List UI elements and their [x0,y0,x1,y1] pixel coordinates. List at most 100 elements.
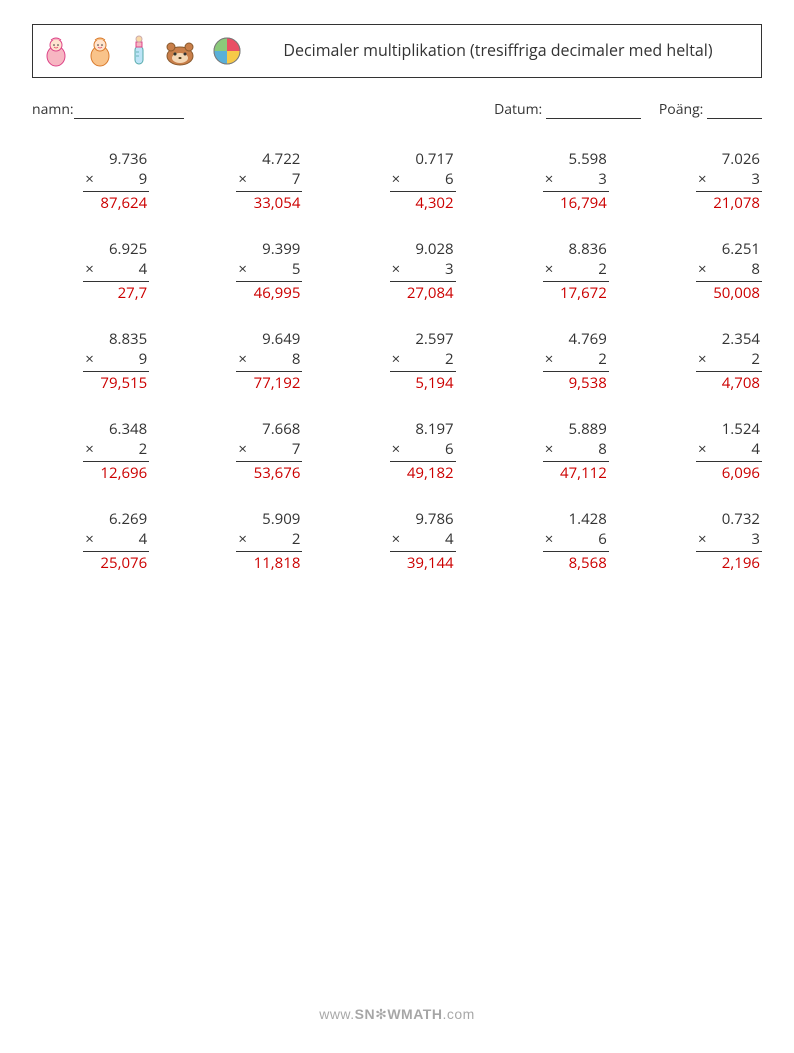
multiplicand: 2.597 [390,329,456,349]
multiplier-row: ×7 [236,439,302,462]
multiplier: 6 [445,439,454,459]
problem: 6.251×850,008 [645,239,762,303]
multiplier: 9 [139,349,148,369]
multiplier: 3 [598,169,607,189]
problem: 6.348×212,696 [32,419,149,483]
multiplier: 9 [139,169,148,189]
problem: 9.786×439,144 [338,509,455,573]
worksheet-page: Decimaler multiplikation (tresiffriga de… [0,0,794,597]
multiply-sign: × [392,259,401,279]
multiply-sign: × [698,439,707,459]
multiplicand: 9.649 [236,329,302,349]
multiplicand: 9.028 [390,239,456,259]
problem: 2.354× 2 4,708 [645,329,762,393]
multiply-sign: × [85,259,94,279]
multiplier: 8 [751,259,760,279]
problem: 6.925×427,7 [32,239,149,303]
problem: 8.836×217,672 [492,239,609,303]
multiplicand: 6.925 [83,239,149,259]
answer: 16,794 [543,192,609,213]
answer: 27,084 [390,282,456,303]
footer-brand2: wmath [387,1006,442,1022]
multiplicand: 2.354 [696,329,762,349]
multiply-sign: × [392,529,401,549]
multiplicand: 8.836 [543,239,609,259]
multiply-sign: × [85,169,94,189]
answer: 47,112 [543,462,609,483]
multiply-sign: × [545,529,554,549]
multiplier: 5 [292,259,301,279]
footer-prefix: www. [319,1006,354,1022]
answer: 50,008 [696,282,762,303]
multiplier-row: ×4 [390,529,456,552]
multiplier: 6 [445,169,454,189]
multiplier-row: ×5 [236,259,302,282]
multiplier-row: ×6 [390,439,456,462]
answer: 9,538 [543,372,609,393]
multiplier-row: ×8 [696,259,762,282]
problem: 8.835×979,515 [32,329,149,393]
multiplier: 2 [445,349,454,369]
multiplier-row: ×2 [83,439,149,462]
date-blank[interactable] [546,104,641,119]
multiplier-row: ×6 [390,169,456,192]
problems-grid: 9.736×987,6244.722×733,0540.717×64,3025.… [32,149,762,573]
name-label: namn: [32,100,74,119]
problem: 0.732×32,196 [645,509,762,573]
multiplier-row: ×4 [83,259,149,282]
multiplier-row: ×6 [543,529,609,552]
multiplicand: 1.524 [696,419,762,439]
multiply-sign: × [698,349,707,369]
multiplier-row: ×3 [696,169,762,192]
multiplier: 6 [598,529,607,549]
answer: 27,7 [83,282,149,303]
problem: 0.717×64,302 [338,149,455,213]
multiplicand: 7.668 [236,419,302,439]
answer: 87,624 [83,192,149,213]
multiplier: 2 [598,349,607,369]
name-blank[interactable] [74,104,184,119]
answer: 79,515 [83,372,149,393]
problem: 7.026×321,078 [645,149,762,213]
multiplier: 7 [292,439,301,459]
multiplicand: 5.598 [543,149,609,169]
multiply-sign: × [698,259,707,279]
problem: 9.399×546,995 [185,239,302,303]
answer: 77,192 [236,372,302,393]
score-blank[interactable] [707,104,762,119]
answer: 8,568 [543,552,609,573]
multiply-sign: × [545,259,554,279]
multiplier: 3 [445,259,454,279]
answer: 4,708 [696,372,762,393]
multiplier-row: ×7 [236,169,302,192]
meta-row: namn: Datum: Poäng: [32,100,762,119]
multiply-sign: × [545,169,554,189]
multiplier: 4 [139,259,148,279]
problem: 2.597×25,194 [338,329,455,393]
multiplier-row: ×4 [696,439,762,462]
answer: 2,196 [696,552,762,573]
multiplier: 2 [292,529,301,549]
date-label: Datum: [494,100,542,119]
multiplier-row: ×2 [543,259,609,282]
multiplier: 2 [751,349,760,369]
answer: 11,818 [236,552,302,573]
multiplier: 3 [751,529,760,549]
multiplicand: 8.835 [83,329,149,349]
problem: 9.736×987,624 [32,149,149,213]
footer-brand1: sn [355,1006,375,1022]
multiply-sign: × [698,529,707,549]
problem: 5.889×847,112 [492,419,609,483]
multiplier: 4 [139,529,148,549]
multiply-sign: × [85,529,94,549]
multiplier: 2 [139,439,148,459]
multiplicand: 7.026 [696,149,762,169]
multiplier-row: ×2 [390,349,456,372]
problem: 9.028× 3 27,084 [338,239,455,303]
answer: 49,182 [390,462,456,483]
snowflake-icon: ✻ [375,1006,387,1022]
multiplier-row: ×2 [543,349,609,372]
multiply-sign: × [238,349,247,369]
multiplier-row: ×4 [83,529,149,552]
multiplier-row: ×3 [696,529,762,552]
